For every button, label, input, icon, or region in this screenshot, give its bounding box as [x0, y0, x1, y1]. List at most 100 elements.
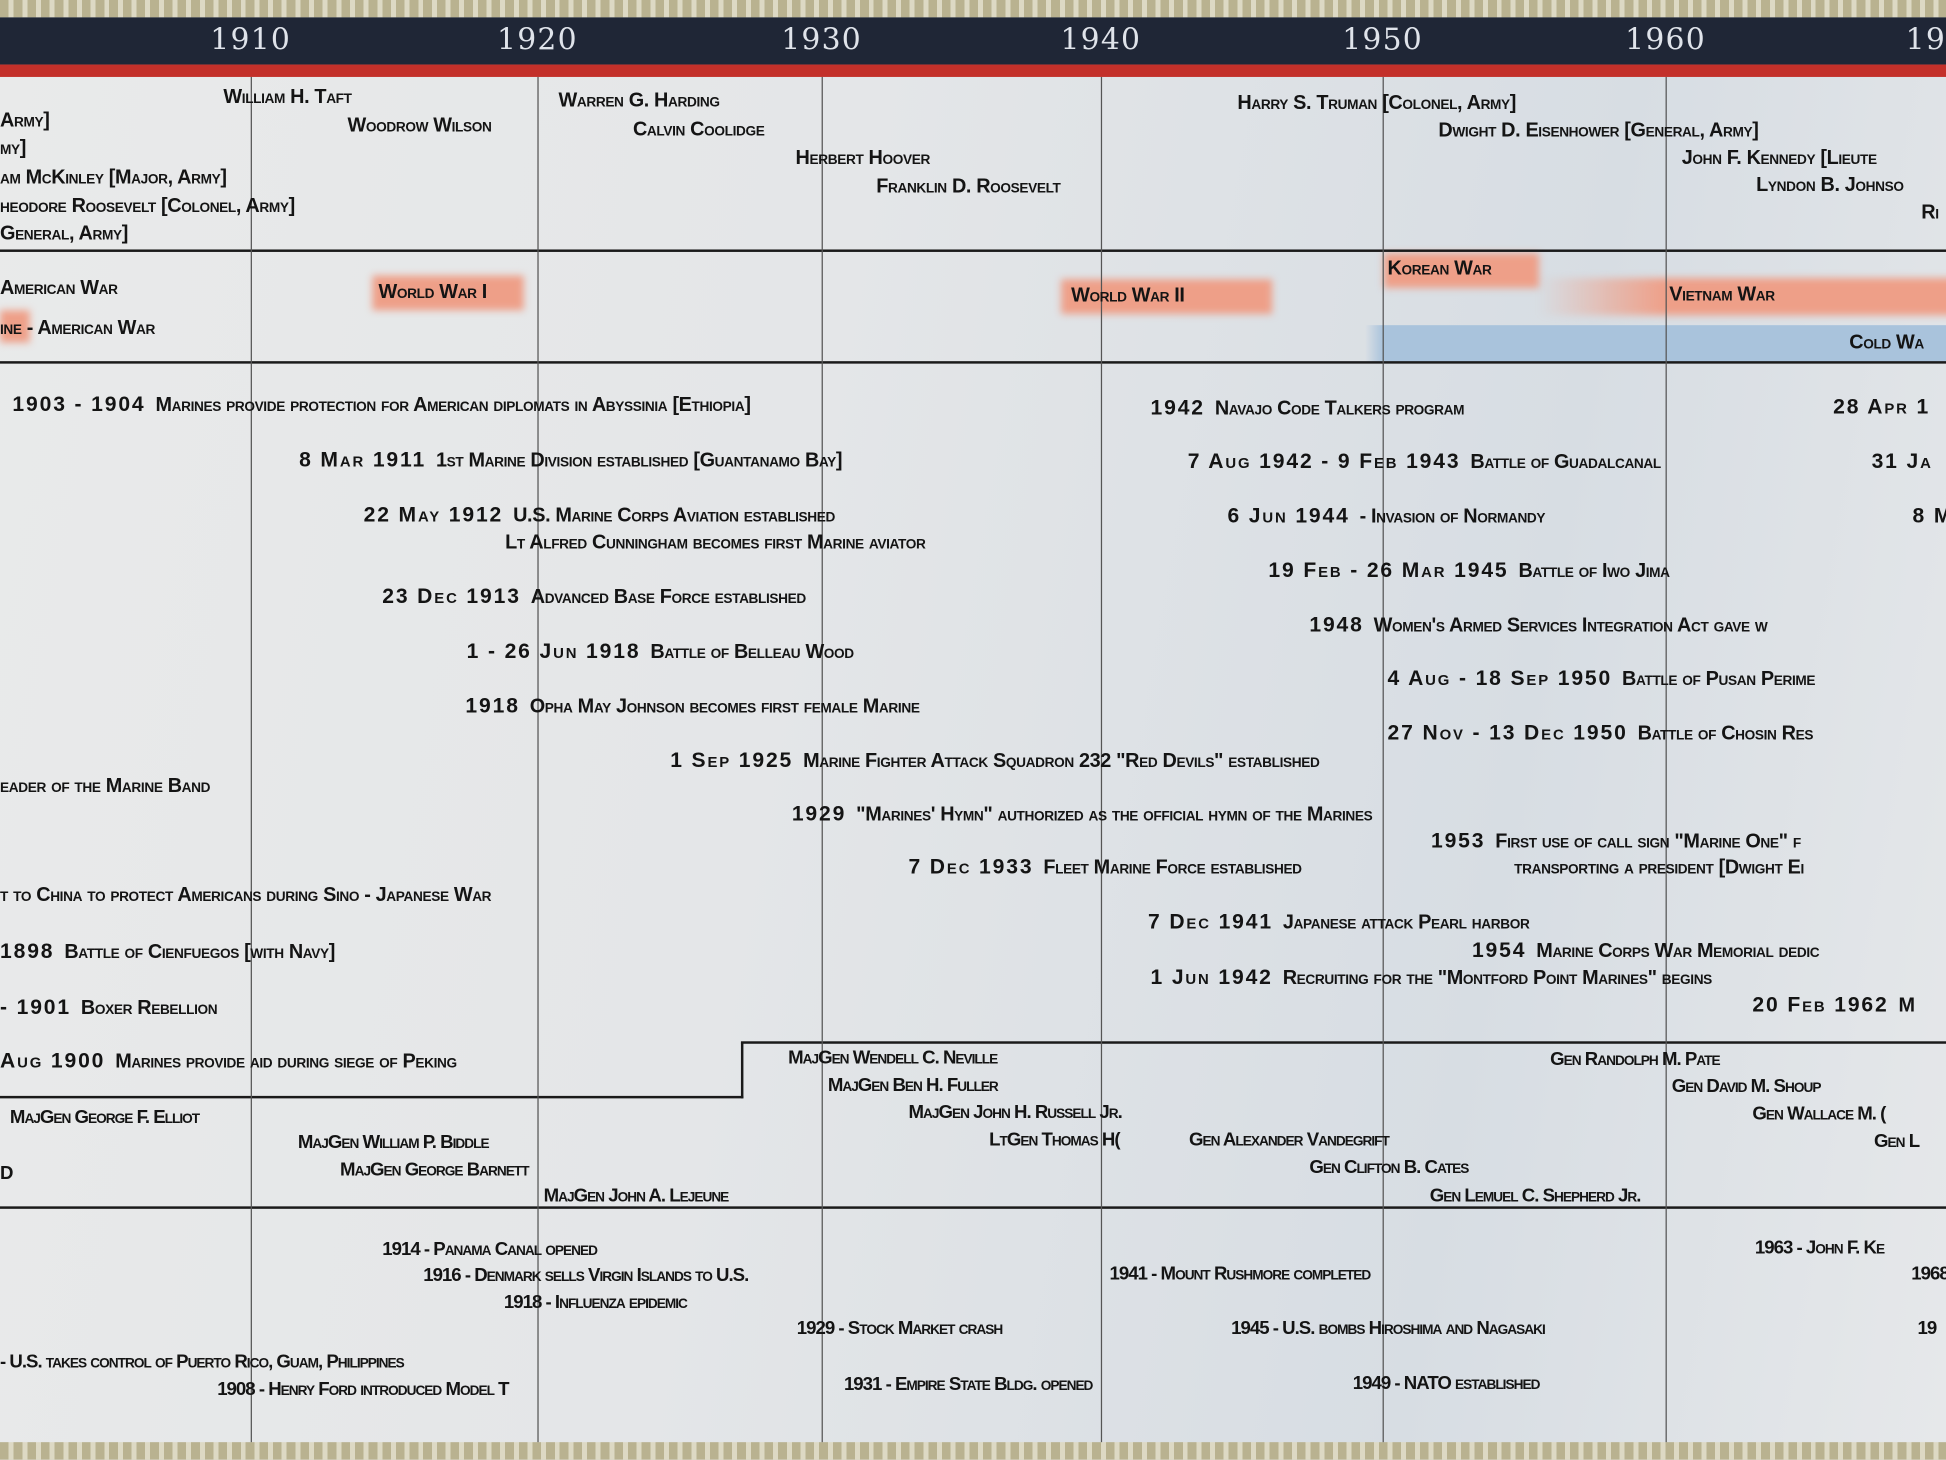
event-text: Opha May Johnson becomes first female Ma…: [529, 696, 920, 718]
event-date: 1 Jun 1942: [1150, 965, 1273, 990]
president-name: Ri: [1921, 202, 1939, 224]
event-text: eader of the Marine Band: [0, 775, 211, 797]
war-label: World War II: [1071, 285, 1185, 307]
marine-event: - 1901 Boxer Rebellion: [0, 995, 218, 1021]
commandant-name: MajGen William P. Biddle: [297, 1131, 490, 1153]
president-name: Warren G. Harding: [558, 90, 720, 112]
event-text: Marines provide protection for American …: [155, 394, 751, 416]
war-band-ww2: [1061, 279, 1273, 314]
president-name: heodore Roosevelt [Colonel, Army]: [0, 196, 295, 218]
event-date: 7 Dec 1933: [908, 855, 1034, 879]
war-band-ww1: [372, 275, 524, 311]
president-name: am McKinley [Major, Army]: [0, 167, 227, 189]
decade-gridline: [1100, 76, 1103, 1443]
decade-label: 1920: [497, 22, 578, 58]
world-event: 1916 - Denmark sells Virgin Islands to U…: [423, 1264, 749, 1286]
commandant-name: MajGen Ben H. Fuller: [827, 1074, 999, 1096]
marine-event: 6 Jun 1944 - Invasion of Normandy: [1227, 504, 1545, 530]
marine-event: 8 Mar 1911 1st Marine Division establishe…: [299, 448, 842, 474]
war-label: ine - American War: [0, 317, 156, 339]
war-band-korea: [1383, 253, 1539, 288]
marine-event: 4 Aug - 18 Sep 1950 Battle of Pusan Perim…: [1388, 666, 1816, 692]
event-text: First use of call sign "Marine One" f: [1495, 831, 1801, 853]
event-date: 8 Mar 1911: [299, 448, 427, 472]
president-name: General, Army]: [0, 223, 128, 245]
red-stripe: [0, 64, 1946, 77]
marine-event: eader of the Marine Band: [0, 774, 211, 799]
war-label: Cold Wa: [1849, 332, 1924, 354]
event-date: 1953: [1430, 829, 1486, 853]
president-name: John F. Kennedy [Lieute: [1681, 147, 1877, 169]
marine-event: 1942 Navajo Code Talkers program: [1150, 396, 1464, 422]
decade-label: 1930: [781, 22, 862, 58]
war-label: American War: [0, 278, 118, 300]
marine-event: 1 Sep 1925 Marine Fighter Attack Squadron…: [670, 748, 1320, 774]
section-divider: [740, 1041, 1946, 1044]
marine-event: 19 Feb - 26 Mar 1945 Battle of Iwo Jima: [1268, 558, 1670, 584]
event-text: 1st Marine Division established [Guantan…: [435, 450, 843, 472]
world-event: 1941 - Mount Rushmore completed: [1109, 1263, 1372, 1285]
event-date: 6 Jun 1944: [1227, 503, 1350, 528]
commandant-name: Gen Wallace M. (: [1752, 1103, 1886, 1125]
event-text: Women's Armed Services Integration Act g…: [1373, 615, 1768, 637]
president-name: Woodrow Wilson: [347, 115, 492, 137]
event-date: 22 May 1912: [363, 502, 504, 527]
event-text: Battle of Pusan Perime: [1622, 668, 1816, 691]
event-date: 4 Aug - 18 Sep 1950: [1387, 666, 1613, 691]
decade-gridline: [1382, 76, 1384, 1443]
marine-event: 23 Dec 1913 Advanced Base Force establish…: [382, 585, 806, 611]
event-text: Marines provide aid during siege of Peki…: [115, 1051, 457, 1073]
marine-event: 1 - 26 Jun 1918 Battle of Belleau Wood: [466, 639, 855, 665]
marine-event: 1 Jun 1942 Recruiting for the "Montford P…: [1150, 965, 1713, 992]
world-event: - U.S. takes control of Puerto Rico, Gua…: [0, 1351, 405, 1373]
section-divider: [0, 249, 1946, 252]
decade-label: 1950: [1342, 22, 1423, 58]
marine-event: 1929 "Marines' Hymn" authorized as the of…: [792, 802, 1373, 828]
commandant-name: Gen L: [1874, 1130, 1920, 1152]
event-date: 1 - 26 Jun 1918: [466, 639, 641, 663]
decade-label: 1940: [1060, 22, 1142, 58]
star-border-top: [0, 0, 1946, 18]
decade-gridline: [821, 76, 823, 1443]
commandant-name: D: [0, 1162, 13, 1185]
marine-event: 7 Aug 1942 - 9 Feb 1943 Battle of Guadalc…: [1187, 449, 1662, 475]
event-date: 19 Feb - 26 Mar 1945: [1268, 558, 1509, 583]
event-text: t to China to protect Americans during S…: [0, 884, 492, 907]
world-event: 1949 - NATO established: [1352, 1372, 1541, 1394]
president-name: Herbert Hoover: [795, 147, 931, 169]
event-text: transporting a president [Dwight Ei: [1514, 857, 1804, 879]
world-event: 1968: [1911, 1263, 1946, 1285]
commandant-name: Gen Randolph M. Pate: [1550, 1048, 1720, 1070]
event-date: 1954: [1471, 938, 1527, 962]
marine-event: 7 Dec 1933 Fleet Marine Force established: [908, 855, 1302, 881]
event-text: M: [1898, 995, 1916, 1017]
event-text: Fleet Marine Force established: [1043, 857, 1302, 879]
event-date: 8 M: [1912, 503, 1946, 528]
event-date: 1942: [1150, 395, 1205, 420]
marine-event: 27 Nov - 13 Dec 1950 Battle of Chosin Res: [1388, 721, 1814, 747]
world-event: 1929 - Stock Market crash: [796, 1318, 1003, 1340]
event-date: 1948: [1309, 613, 1364, 637]
marine-event: 1953 First use of call sign "Marine One" …: [1431, 829, 1801, 855]
marine-event: 20 Feb 1962 M: [1752, 992, 1916, 1019]
event-text: Japanese attack Pearl harbor: [1282, 912, 1530, 934]
event-date: 23 Dec 1913: [382, 584, 521, 609]
world-event: 1914 - Panama Canal opened: [382, 1238, 598, 1260]
event-date: 7 Aug 1942 - 9 Feb 1943: [1187, 449, 1461, 473]
cold-war-band: [1365, 325, 1946, 363]
event-text: Recruiting for the "Montford Point Marin…: [1282, 968, 1713, 990]
marine-event: 28 Apr 1: [1833, 395, 1940, 421]
event-date: 1929: [791, 801, 847, 826]
event-text: - Invasion of Normandy: [1359, 506, 1546, 528]
event-date: 20 Feb 1962: [1752, 992, 1889, 1017]
decade-header: [0, 17, 1946, 65]
marine-event: 8 M: [1913, 504, 1946, 530]
decade-gridline: [1665, 76, 1667, 1443]
war-label: Korean War: [1387, 258, 1492, 280]
commandant-name: MajGen John H. Russell Jr.: [908, 1102, 1122, 1124]
event-date: 1898: [0, 939, 55, 964]
marine-event: t to China to protect Americans during S…: [0, 884, 492, 909]
commandant-name: Gen Lemuel C. Shepherd Jr.: [1429, 1185, 1642, 1207]
president-name: Harry S. Truman [Colonel, Army]: [1237, 93, 1517, 115]
marine-event: 31 Ja: [1872, 449, 1943, 475]
